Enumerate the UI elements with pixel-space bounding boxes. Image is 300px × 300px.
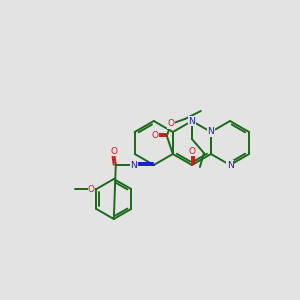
Text: O: O [88, 184, 95, 194]
Text: O: O [151, 131, 158, 140]
Text: N: N [226, 160, 233, 169]
Text: N: N [130, 160, 137, 169]
Text: O: O [188, 146, 195, 155]
Text: N: N [188, 116, 195, 125]
Text: O: O [110, 146, 117, 155]
Text: O: O [167, 119, 174, 128]
Text: N: N [208, 128, 214, 136]
